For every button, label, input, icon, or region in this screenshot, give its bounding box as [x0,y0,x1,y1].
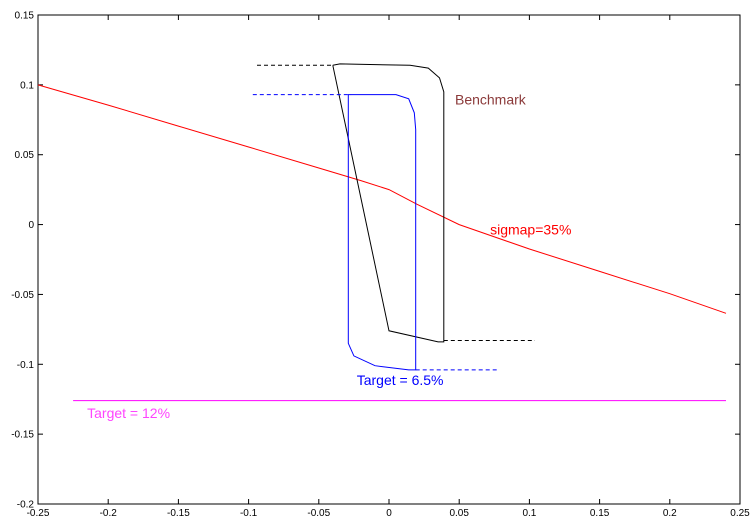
chart-series [37,63,727,402]
chart-annotations: Benchmark sigmap=35% Target = 6.5% Target =… [87,91,571,421]
axis-tick-labels: -0.25 -0.2 -0.15 -0.1 -0.05 0 0.05 0.1 0.15 0.2 0.… [11,11,750,520]
x-tick-label: 0.15 [590,508,610,519]
annotation-label: sigmap=35% [490,221,571,237]
plot-area [37,14,741,505]
annotation-label: Benchmark [455,91,527,107]
y-tick-label: -0.05 [11,290,34,301]
x-tick-label: 0.25 [730,508,750,519]
annotation-label: Target = 12% [87,405,170,421]
annotation-label: Target = 6.5% [357,372,444,388]
series-line-1 [332,63,445,343]
x-tick-label: 0.05 [449,508,469,519]
y-tick-label: -0.2 [17,500,35,511]
y-tick-label: -0.15 [11,430,34,441]
y-tick-label: 0.05 [15,150,35,161]
y-tick-label: -0.1 [17,360,35,371]
y-tick-label: 0.1 [20,80,34,91]
axis-ticks [37,14,741,505]
x-tick-label: 0.1 [522,508,536,519]
x-tick-label: -0.05 [307,508,330,519]
x-tick-label: -0.25 [27,508,50,519]
series-line-0 [37,84,727,314]
x-tick-label: -0.1 [240,508,258,519]
x-tick-label: 0.2 [663,508,677,519]
x-tick-label: 0 [386,508,392,519]
y-tick-label: 0 [28,220,34,231]
x-tick-label: -0.15 [167,508,190,519]
x-tick-label: -0.2 [100,508,118,519]
y-tick-label: 0.15 [15,11,35,22]
series-line-2 [347,94,417,371]
